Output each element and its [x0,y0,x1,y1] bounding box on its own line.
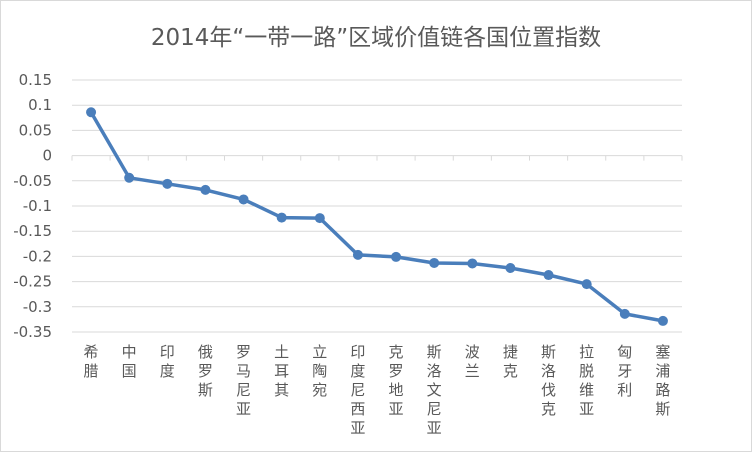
category-label: 捷克 [503,343,518,380]
y-tick-label: 0.1 [28,96,52,114]
data-point [619,308,630,319]
category-label: 印度 [160,343,175,380]
y-tick-label: 0 [42,147,52,165]
category-label: 拉脱维亚 [579,343,594,418]
category-label: 希腊 [84,343,99,380]
series-markers [86,107,668,326]
data-point [124,172,135,183]
category-label: 匈牙利 [617,343,632,399]
category-label: 印度尼西亚 [350,343,365,437]
category-label: 中国 [122,343,137,380]
data-point [657,315,668,326]
data-point [391,251,402,262]
series-line [89,110,665,323]
data-point [314,213,325,224]
y-tick-label: -0.15 [13,222,52,240]
category-label: 罗马尼亚 [236,343,251,418]
data-point [86,107,97,118]
y-tick-label: -0.3 [23,298,52,316]
y-tick-label: -0.2 [23,247,52,265]
category-label: 克罗地亚 [389,343,404,418]
x-axis [71,155,683,161]
y-tick-label: -0.35 [13,323,52,341]
y-tick-label: -0.25 [13,273,52,291]
data-point [581,279,592,290]
data-point [162,178,173,189]
category-label: 土耳其 [274,343,289,399]
data-point [543,270,554,281]
category-label: 塞浦路斯 [655,343,670,418]
y-tick-label: 0.15 [19,71,52,89]
gridlines [72,79,682,333]
data-point [276,212,287,223]
data-point [352,249,363,260]
category-label: 立陶宛 [312,343,327,399]
category-label: 斯洛文尼亚 [427,343,442,437]
data-point [429,257,440,268]
category-label: 波兰 [465,343,480,380]
y-tick-label: -0.05 [13,172,52,190]
y-tick-label: 0.05 [19,121,52,139]
y-axis-tick-labels: 0.15 0.1 0.05 0 -0.05 -0.1 -0.15 -0.2 -0.25 -0.3 -… [13,71,52,341]
category-label: 斯洛伐克 [541,343,556,418]
y-tick-label: -0.1 [23,197,52,215]
category-label: 俄罗斯 [198,343,213,399]
chart-title: 2014年“一带一路”区域价值链各国位置指数 [151,25,601,51]
data-point [467,258,478,269]
series-line-path [89,110,665,323]
data-point [200,184,211,195]
data-point [505,262,516,273]
data-point [238,194,249,205]
